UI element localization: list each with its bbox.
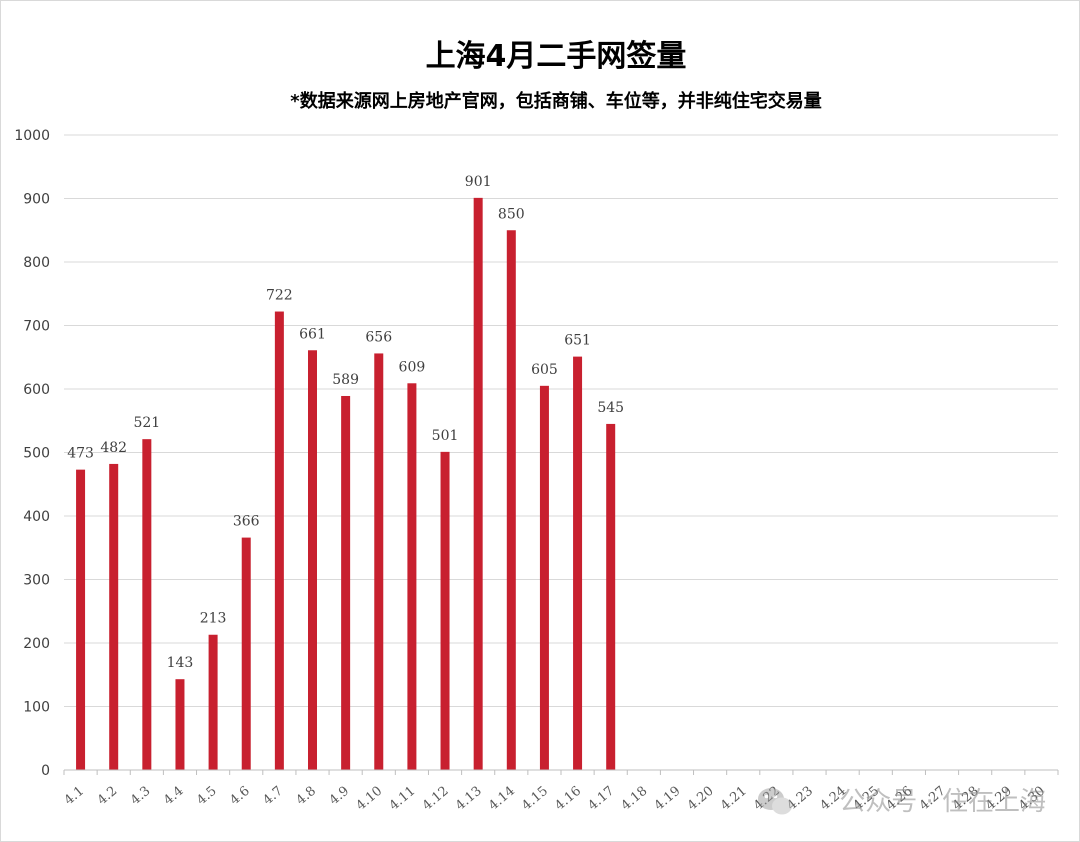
data-label: 661	[299, 326, 326, 342]
data-label: 656	[365, 329, 392, 345]
bar	[308, 350, 317, 770]
y-tick-label: 600	[23, 382, 50, 398]
bar	[573, 356, 583, 770]
x-tick-label: 4.17	[585, 784, 617, 814]
bars	[76, 197, 616, 771]
data-labels: 473 482 521 143 213 366 722 661 589 656 609 501 901 8…	[67, 174, 624, 671]
bar	[506, 230, 516, 770]
data-label: 901	[465, 174, 492, 190]
data-label: 473	[67, 446, 94, 462]
grid-lines	[64, 134, 1058, 771]
y-tick-label: 500	[23, 446, 50, 462]
y-tick-label: 900	[23, 192, 50, 208]
x-tick-label: 4.4	[161, 784, 186, 809]
x-tick-label: 4.18	[619, 784, 651, 814]
y-tick-label: 700	[23, 319, 50, 335]
x-tick-label: 4.5	[194, 784, 219, 809]
data-label: 850	[498, 206, 525, 222]
x-tick-label: 4.8	[294, 784, 319, 809]
watermark-text: 公众号 · 住在上海	[839, 787, 1046, 817]
data-label: 545	[597, 400, 624, 416]
y-tick-label: 200	[23, 636, 50, 652]
bar	[175, 679, 185, 770]
x-tick-label: 4.15	[519, 784, 551, 814]
data-label: 609	[399, 359, 426, 375]
wechat-icon	[758, 788, 792, 815]
bar	[539, 385, 549, 770]
y-tick-label: 800	[23, 255, 50, 271]
bar	[473, 197, 483, 771]
bar	[440, 451, 450, 770]
data-label: 501	[432, 428, 459, 444]
watermark: 公众号 · 住在上海	[758, 787, 1046, 817]
data-label: 482	[100, 440, 127, 456]
y-tick-label: 300	[23, 573, 50, 589]
x-tick-label: 4.13	[453, 784, 485, 814]
x-tick-label: 4.7	[260, 784, 285, 809]
x-tick-label: 4.10	[354, 784, 386, 814]
data-label: 722	[266, 288, 293, 304]
x-tick-label: 4.6	[227, 784, 252, 809]
chart-title: 上海4月二手网签量	[426, 39, 687, 74]
x-tick-label: 4.21	[718, 784, 750, 814]
bar	[241, 537, 251, 770]
data-label: 589	[332, 372, 359, 388]
data-label: 366	[233, 514, 260, 530]
data-label: 521	[133, 415, 160, 431]
bar	[142, 439, 152, 770]
chart-subtitle: *数据来源网上房地产官网，包括商铺、车位等，并非纯住宅交易量	[290, 90, 821, 112]
data-label: 143	[167, 655, 194, 671]
data-label: 605	[531, 362, 558, 378]
bar	[208, 634, 218, 770]
x-tick-label: 4.16	[552, 784, 584, 814]
bar	[341, 395, 351, 770]
y-tick-label: 400	[23, 509, 50, 525]
bar	[109, 463, 119, 770]
x-tick-label: 4.9	[327, 784, 352, 809]
bar	[407, 383, 417, 770]
y-tick-label: 1000	[14, 128, 50, 144]
data-label: 651	[564, 333, 591, 349]
x-tick-label: 4.2	[95, 784, 120, 809]
x-tick-label: 4.12	[420, 784, 452, 814]
x-tick-label: 4.20	[685, 784, 717, 814]
bar	[274, 311, 284, 770]
x-tick-label: 4.1	[62, 784, 87, 809]
x-tick-label: 4.14	[486, 784, 518, 814]
data-label: 213	[200, 611, 227, 627]
x-tick-label: 4.3	[128, 784, 153, 809]
x-tick-label: 4.11	[387, 784, 419, 814]
y-tick-label: 0	[41, 763, 50, 779]
bar	[76, 469, 86, 770]
bar	[374, 353, 384, 770]
y-tick-label: 100	[23, 700, 50, 716]
x-tick-label: 4.19	[652, 784, 684, 814]
bar	[606, 423, 616, 770]
y-axis: 0 100 200 300 400 500 600 700 800 900 1000	[14, 128, 50, 779]
